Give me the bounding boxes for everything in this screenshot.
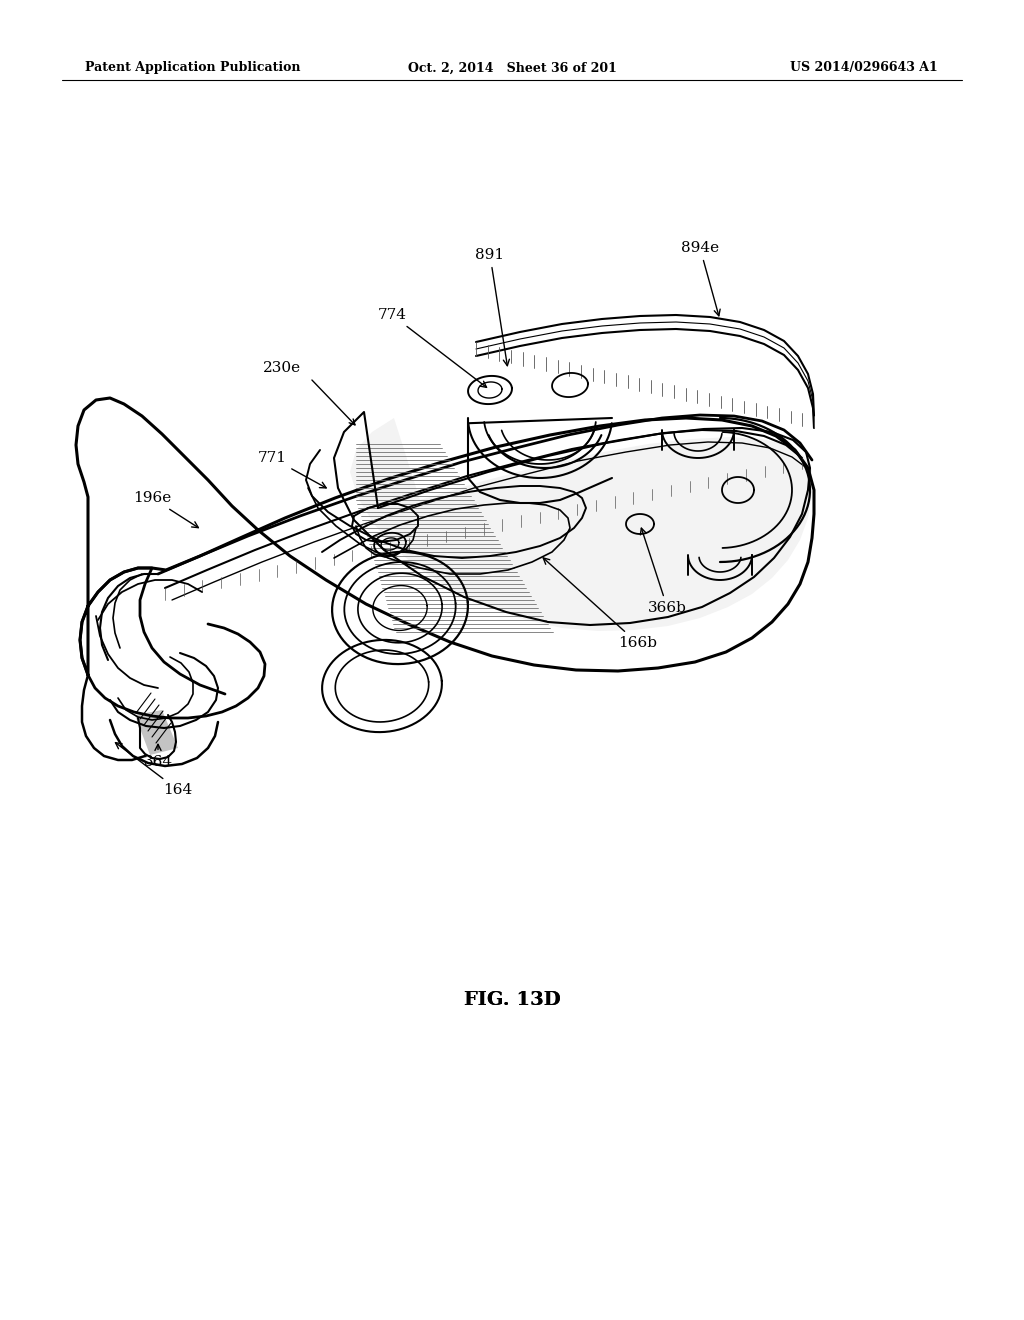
Text: 774: 774 [378, 308, 486, 387]
Text: 166b: 166b [543, 558, 657, 649]
Text: FIG. 13D: FIG. 13D [464, 991, 560, 1008]
Text: Oct. 2, 2014   Sheet 36 of 201: Oct. 2, 2014 Sheet 36 of 201 [408, 62, 616, 74]
Text: 894e: 894e [681, 242, 720, 315]
Text: FIG. 13D: FIG. 13D [464, 991, 560, 1008]
Text: 771: 771 [257, 451, 327, 488]
Text: 364: 364 [143, 744, 173, 770]
Text: 230e: 230e [263, 360, 301, 375]
Text: 164: 164 [116, 743, 193, 797]
Polygon shape [135, 710, 178, 755]
Text: US 2014/0296643 A1: US 2014/0296643 A1 [791, 62, 938, 74]
Text: 366b: 366b [640, 528, 687, 615]
Text: Patent Application Publication: Patent Application Publication [85, 62, 300, 74]
Text: 891: 891 [475, 248, 509, 366]
Text: 196e: 196e [133, 491, 199, 528]
Polygon shape [350, 418, 812, 631]
